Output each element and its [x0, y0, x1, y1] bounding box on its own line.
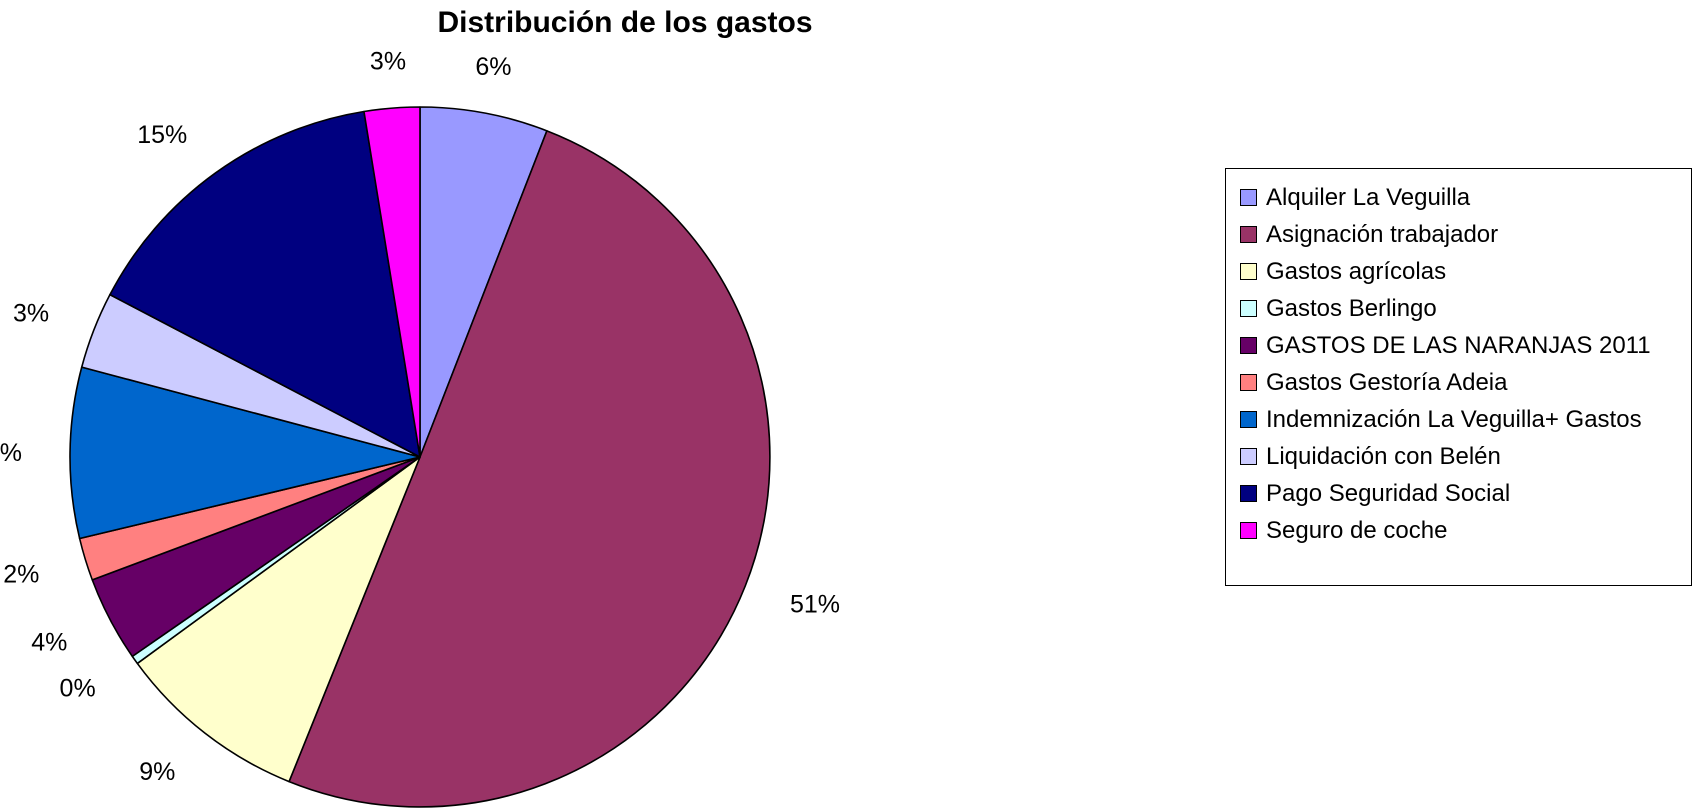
legend-item-gastos-gestoria-adeia: Gastos Gestoría Adeia	[1240, 364, 1691, 401]
legend-label: Seguro de coche	[1266, 517, 1448, 544]
legend-swatch	[1240, 300, 1257, 317]
pie-slice-indemnizacion-la-veguilla-gastos	[69, 366, 421, 540]
legend-label: Pago Seguridad Social	[1266, 480, 1511, 507]
legend-item-pago-seguridad-social: Pago Seguridad Social	[1240, 475, 1691, 512]
pie-slice-seguro-de-coche	[363, 106, 421, 458]
slice-label-alquiler-la-veguilla: 6%	[475, 53, 511, 81]
legend-item-seguro-de-coche: Seguro de coche	[1240, 512, 1691, 549]
chart-title: Distribución de los gastos	[437, 6, 813, 39]
legend-label: Alquiler La Veguilla	[1266, 184, 1471, 211]
legend-swatch	[1240, 485, 1257, 502]
legend-label: GASTOS DE LAS NARANJAS 2011	[1266, 332, 1651, 359]
pie-slice-asignacion-trabajador	[288, 130, 771, 808]
slice-label-seguro-de-coche: 3%	[370, 47, 406, 75]
legend-item-liquidacion-con-belen: Liquidación con Belén	[1240, 438, 1691, 475]
legend-label: Liquidación con Belén	[1266, 443, 1501, 470]
legend-label: Asignación trabajador	[1266, 221, 1499, 248]
slice-label-gastos-berlingo: 0%	[60, 675, 96, 703]
legend-swatch	[1240, 522, 1257, 539]
legend-item-gastos-agricolas: Gastos agrícolas	[1240, 253, 1691, 290]
legend-item-alquiler-la-veguilla: Alquiler La Veguilla	[1240, 179, 1691, 216]
legend-label: Gastos Berlingo	[1266, 295, 1437, 322]
pie-chart: 6% 51% 9% 0% 4% 2% 8% 3% 15% 3%	[0, 47, 840, 808]
slice-label-pago-seguridad-social: 15%	[137, 121, 187, 149]
legend-swatch	[1240, 226, 1257, 243]
legend-item-asignacion-trabajador: Asignación trabajador	[1240, 216, 1691, 253]
slice-label-gastos-gestoria-adeia: 2%	[3, 560, 39, 588]
legend-item-gastos-berlingo: Gastos Berlingo	[1240, 290, 1691, 327]
legend-item-gastos-de-las-naranjas-2011: GASTOS DE LAS NARANJAS 2011	[1240, 327, 1691, 364]
slice-label-asignacion-trabajador: 51%	[790, 591, 840, 619]
legend-swatch	[1240, 337, 1257, 354]
legend-swatch	[1240, 263, 1257, 280]
legend-swatch	[1240, 189, 1257, 206]
slice-label-indemnizacion-la-veguilla-gastos: 8%	[0, 439, 22, 467]
slice-label-gastos-agricolas: 9%	[139, 758, 175, 786]
legend-label: Indemnización La Veguilla+ Gastos	[1266, 406, 1642, 433]
legend-swatch	[1240, 411, 1257, 428]
pie-slice-pago-seguridad-social	[109, 110, 421, 458]
legend-swatch	[1240, 448, 1257, 465]
legend-label: Gastos agrícolas	[1266, 258, 1447, 285]
pie-slice-alquiler-la-veguilla	[419, 106, 548, 458]
pie-slice-gastos-agricolas	[136, 456, 421, 783]
legend-item-indemnizacion-la-veguilla-gastos: Indemnización La Veguilla+ Gastos	[1240, 401, 1691, 438]
legend-label: Gastos Gestoría Adeia	[1266, 369, 1508, 396]
legend-swatch	[1240, 374, 1257, 391]
legend: Alquiler La Veguilla Asignación trabajado…	[1225, 168, 1692, 586]
slice-label-liquidacion-con-belen: 3%	[13, 300, 49, 328]
slice-label-gastos-de-las-naranjas-2011: 4%	[31, 629, 67, 657]
